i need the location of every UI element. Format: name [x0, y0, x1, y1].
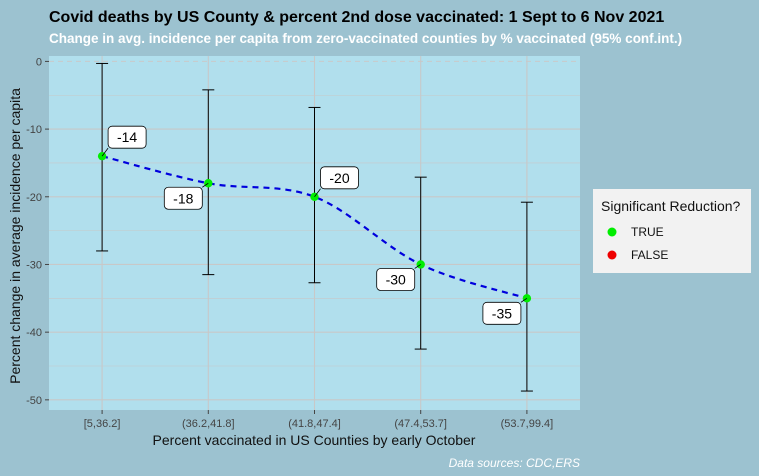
x-axis-title: Percent vaccinated in US Counties by ear… — [153, 432, 476, 448]
y-tick-label: 0 — [36, 56, 42, 68]
svg-text:-20: -20 — [329, 170, 349, 186]
axes: 0 -10 -20 -30 -40 -50 [5,36.2] (36.2,41.8] (41.8… — [26, 56, 553, 430]
data-label: -18 — [163, 182, 209, 210]
y-tick-label: -30 — [26, 259, 42, 271]
legend-label: FALSE — [631, 248, 668, 262]
legend-title: Significant Reduction? — [601, 198, 741, 214]
svg-text:-14: -14 — [117, 129, 137, 145]
legend-key — [607, 250, 617, 260]
data-label: -35 — [482, 297, 528, 325]
data-label: -30 — [376, 264, 421, 291]
svg-text:-30: -30 — [386, 271, 406, 287]
y-tick-label: -50 — [26, 395, 42, 407]
y-axis-title: Percent change in average incidence per … — [7, 88, 23, 384]
svg-text:-18: -18 — [173, 190, 193, 206]
data-label: -20 — [314, 166, 359, 198]
data-label: -14 — [101, 125, 147, 157]
x-tick-label: [5,36.2] — [84, 418, 121, 430]
legend-entries: TRUE FALSE — [607, 225, 668, 262]
x-tick-label: (53.7,99.4] — [501, 418, 554, 430]
legend-entry: TRUE — [607, 225, 664, 239]
y-tick-label: -10 — [26, 124, 42, 136]
legend-label: TRUE — [631, 225, 664, 239]
data-point — [522, 294, 532, 303]
legend-box — [593, 189, 751, 273]
y-tick-label: -20 — [26, 192, 42, 204]
x-tick-label: (41.8,47.4] — [288, 418, 341, 430]
legend-key — [607, 227, 617, 237]
chart-subtitle: Change in avg. incidence per capita from… — [49, 31, 682, 46]
chart-title: Covid deaths by US County & percent 2nd … — [49, 9, 664, 26]
legend: Significant Reduction? TRUE FALSE — [593, 189, 751, 273]
trend-line — [101, 155, 528, 300]
svg-text:-35: -35 — [492, 305, 512, 321]
y-tick-label: -40 — [26, 327, 42, 339]
trend-path — [101, 155, 528, 300]
data-source-note: Data sources: CDC,ERS — [449, 456, 580, 470]
legend-entry: FALSE — [607, 248, 668, 262]
data-labels: -14 -18 -20 -30 -35 — [101, 125, 528, 325]
x-tick-label: (47.4,53.7] — [394, 418, 447, 430]
x-tick-label: (36.2,41.8] — [182, 418, 235, 430]
